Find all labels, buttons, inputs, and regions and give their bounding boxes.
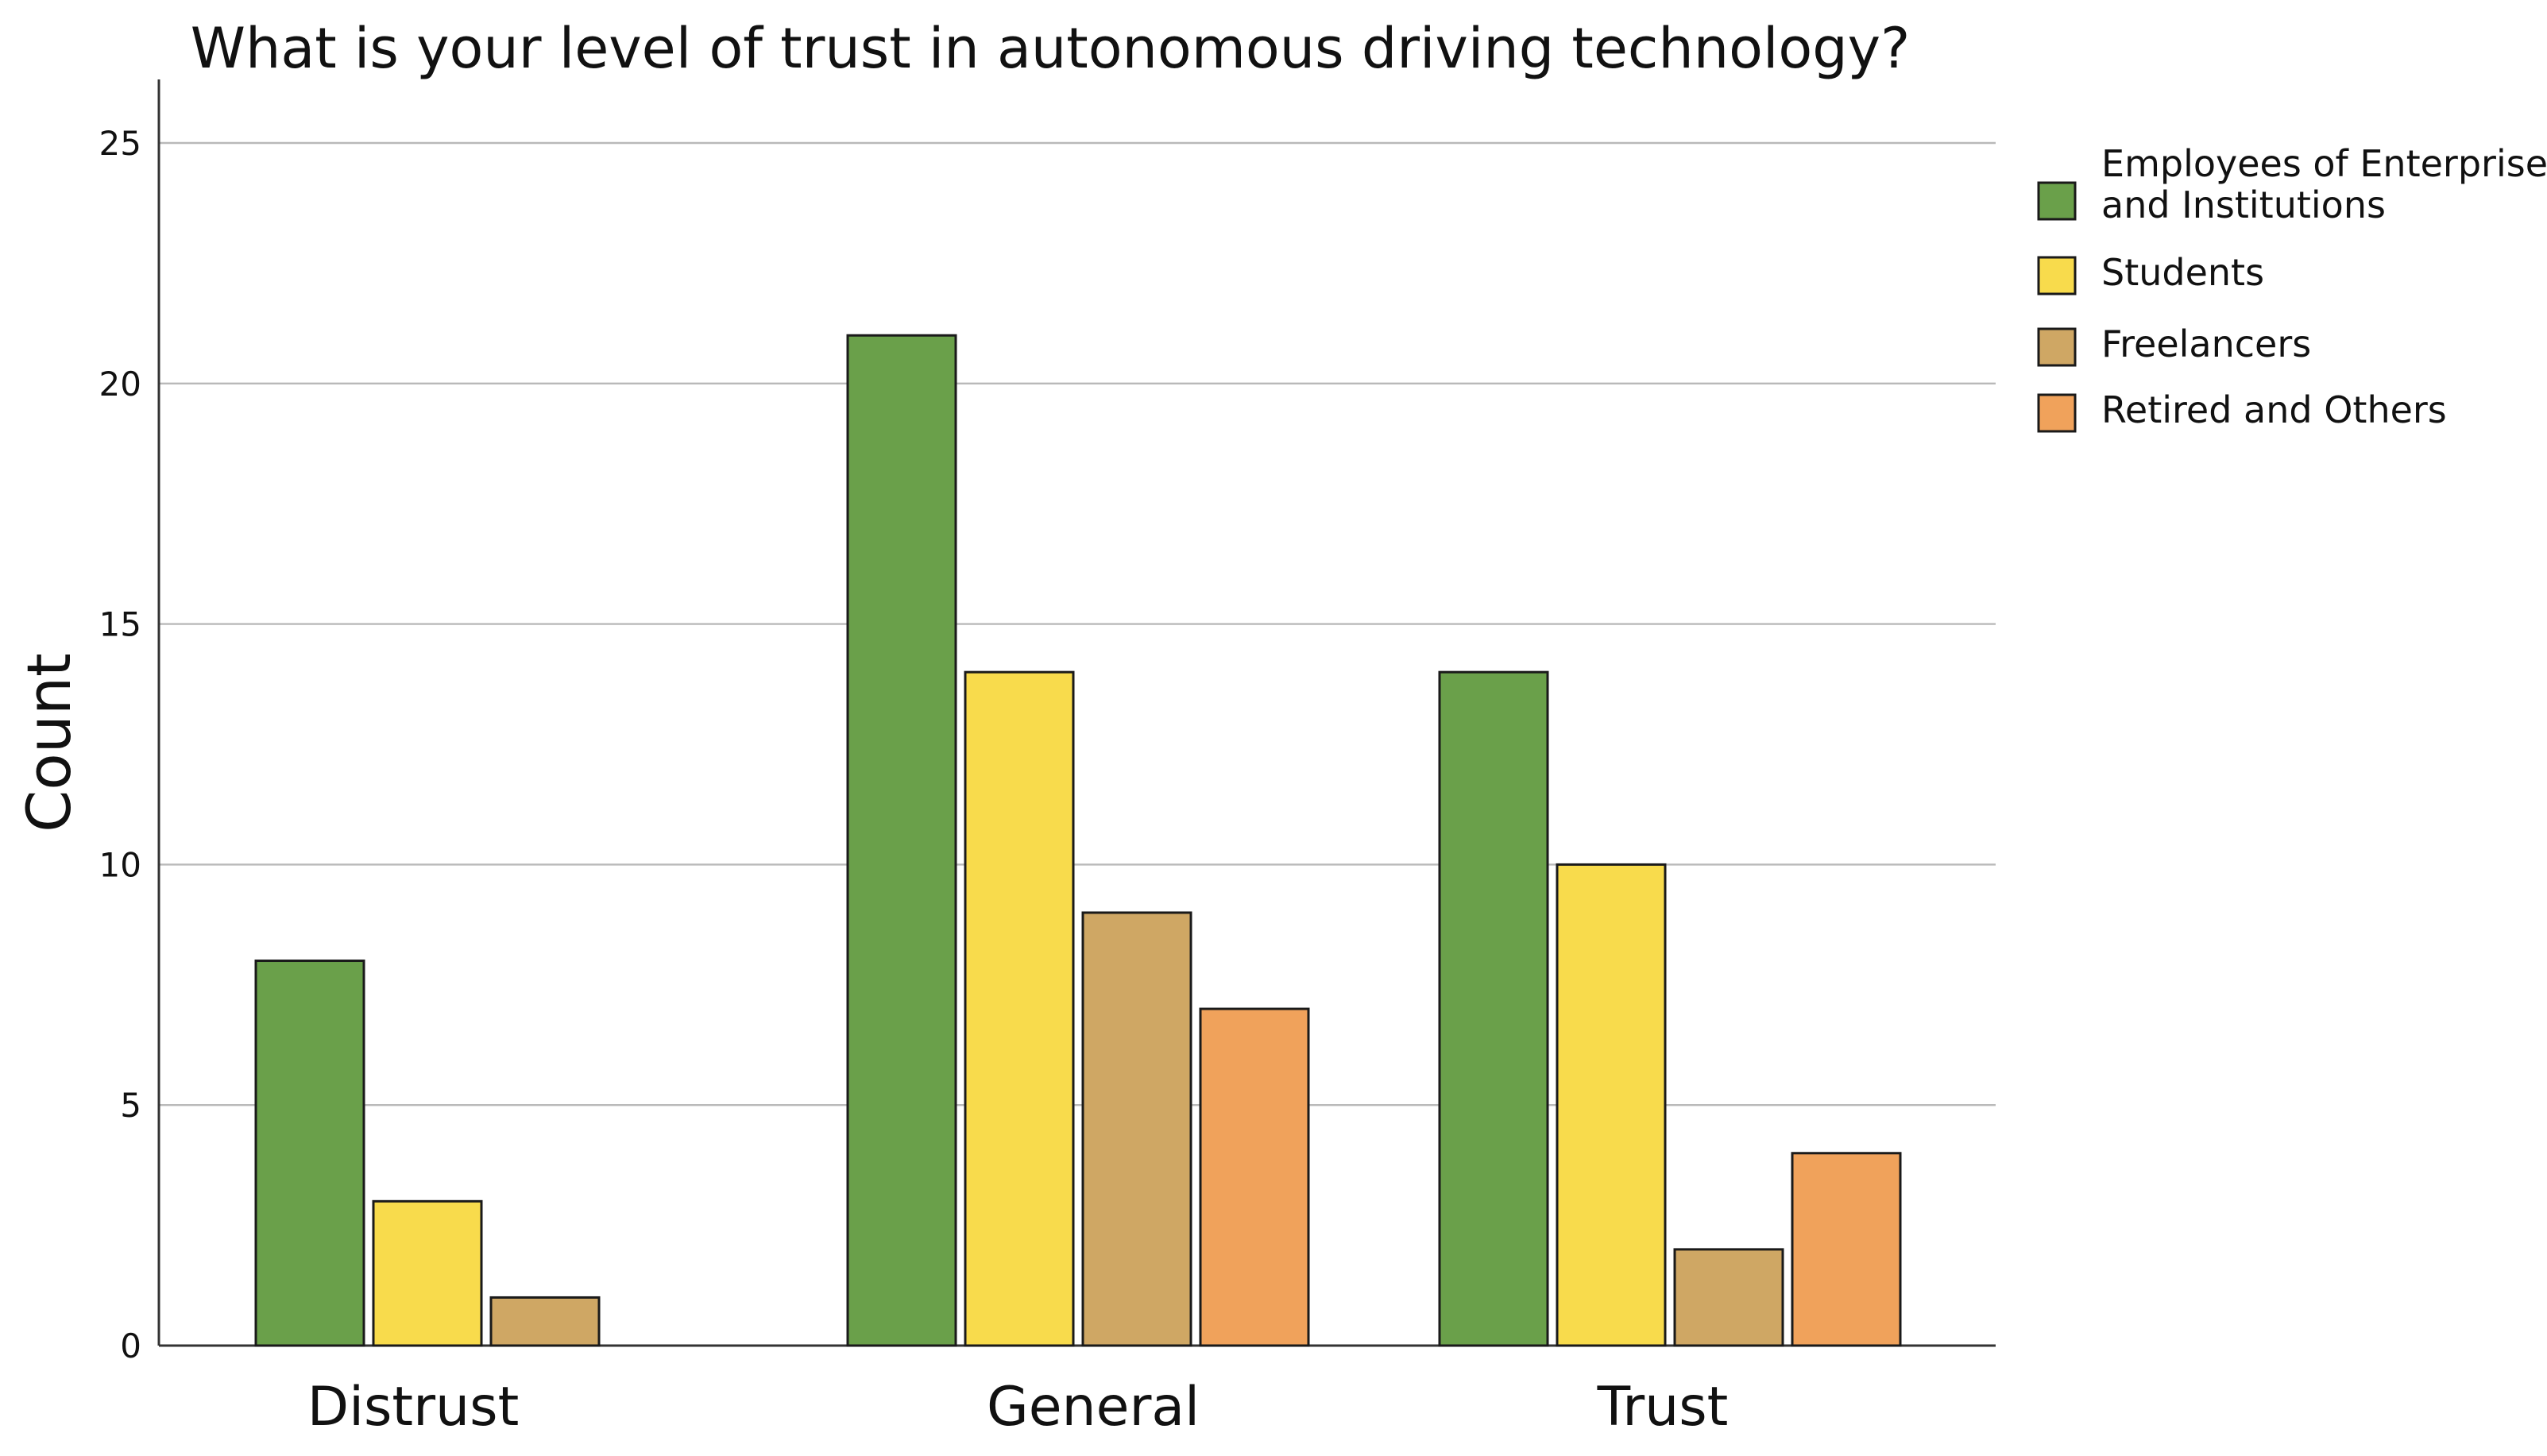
legend-label: Students — [2101, 251, 2264, 294]
legend-label: Freelancers — [2101, 322, 2311, 365]
bar-trust-series-2 — [1556, 863, 1667, 1347]
bar-trust-series-3 — [1673, 1248, 1784, 1347]
legend-swatch — [2037, 327, 2077, 367]
bar-trust-series-4 — [1791, 1152, 1902, 1347]
x-tick-label: General — [987, 1376, 1200, 1439]
y-tick-labels: 0 5 10 15 20 25 — [99, 124, 141, 1365]
bar-general-series-2 — [964, 670, 1075, 1347]
y-tick-label: 25 — [99, 124, 141, 163]
y-tick-label: 5 — [120, 1086, 141, 1125]
bar-general-series-1 — [846, 334, 957, 1347]
legend-label: Retired and Others — [2101, 388, 2447, 431]
bar-general-series-3 — [1081, 911, 1192, 1347]
x-tick-labels: Distrust General Trust — [307, 1376, 1729, 1439]
x-tick-label: Trust — [1597, 1376, 1729, 1439]
bar-general-series-4 — [1199, 1007, 1310, 1347]
bar-distrust-series-3 — [489, 1296, 601, 1347]
legend-swatch — [2037, 393, 2077, 433]
bar-distrust-series-2 — [372, 1199, 483, 1347]
gridlines — [159, 141, 1996, 1106]
y-axis-label: Count — [14, 653, 84, 832]
x-tick-label: Distrust — [307, 1376, 520, 1439]
y-tick-label: 0 — [120, 1327, 141, 1365]
legend-swatch — [2037, 181, 2077, 221]
y-tick-label: 20 — [99, 365, 141, 404]
bar-trust-series-1 — [1438, 670, 1549, 1347]
bar-distrust-series-1 — [254, 960, 365, 1347]
y-tick-label: 15 — [99, 605, 141, 644]
legend-label: Employees of Enterprises — [2101, 142, 2547, 185]
legend-label: and Institutions — [2101, 183, 2386, 226]
axes — [157, 79, 1996, 1347]
chart-title: What is your level of trust in autonomou… — [191, 16, 1911, 81]
legend-swatch — [2037, 256, 2077, 295]
bars — [254, 334, 1902, 1347]
y-tick-label: 10 — [99, 845, 141, 884]
